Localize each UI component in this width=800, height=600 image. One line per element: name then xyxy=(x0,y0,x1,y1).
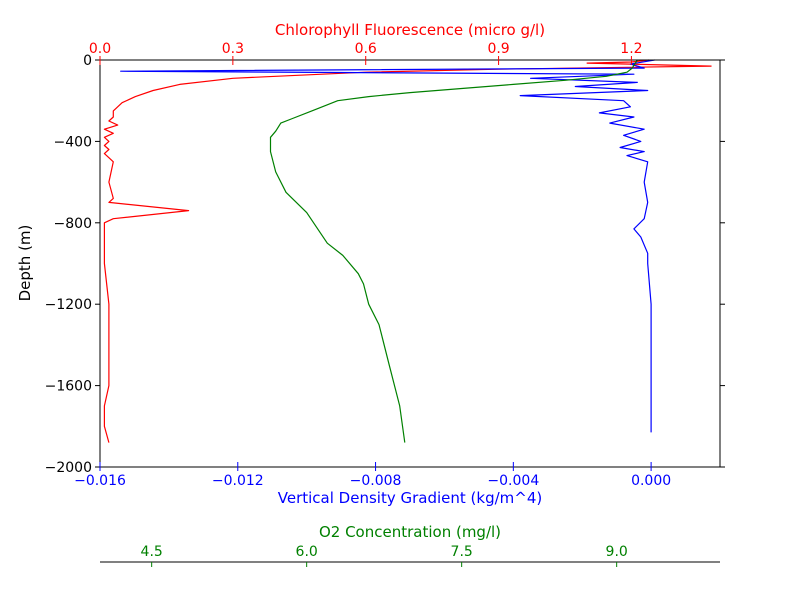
y-axis-label: Depth (m) xyxy=(16,225,34,302)
plot-lines xyxy=(103,59,712,443)
y-tick-label: −1200 xyxy=(45,297,92,313)
chlorophyll-axis-ticks: 0.0 0.3 0.6 0.9 1.2 xyxy=(89,41,643,65)
density-tick-label: −0.008 xyxy=(350,473,402,489)
chlorophyll-tick-label: 0.3 xyxy=(222,41,244,57)
density-tick-label: −0.016 xyxy=(74,473,126,489)
density-series-line xyxy=(120,59,655,433)
y-tick-label: −800 xyxy=(54,216,92,232)
chlorophyll-axis-label: Chlorophyll Fluorescence (micro g/l) xyxy=(275,21,545,39)
chlorophyll-series-line xyxy=(103,59,712,443)
density-axis-ticks: −0.016 −0.012 −0.008 −0.004 0.000 xyxy=(74,462,671,489)
plot-frame xyxy=(99,59,721,468)
density-tick-label: −0.004 xyxy=(487,473,539,489)
oxygen-tick-label: 9.0 xyxy=(606,544,628,560)
density-axis-label: Vertical Density Gradient (kg/m^4) xyxy=(278,489,542,507)
oxygen-series-line xyxy=(269,59,638,443)
oxygen-tick-label: 6.0 xyxy=(296,544,318,560)
oxygen-tick-label: 4.5 xyxy=(141,544,163,560)
chlorophyll-tick-label: 0.9 xyxy=(487,41,509,57)
y-tick-label: −1600 xyxy=(45,379,92,395)
y-tick-label: −2000 xyxy=(45,460,92,476)
oxygen-axis-ticks: 4.5 6.0 7.5 9.0 xyxy=(141,544,628,567)
y-tick-label: 0 xyxy=(83,53,92,69)
chlorophyll-tick-label: 1.2 xyxy=(620,41,642,57)
oxygen-axis-label: O2 Concentration (mg/l) xyxy=(319,523,501,541)
y-axis-ticks: 0 −400 −800 −1200 −1600 −2000 xyxy=(45,53,725,476)
density-tick-label: 0.000 xyxy=(631,473,671,489)
chlorophyll-tick-label: 0.0 xyxy=(89,41,111,57)
chlorophyll-tick-label: 0.6 xyxy=(355,41,377,57)
density-tick-label: −0.012 xyxy=(212,473,264,489)
oxygen-tick-label: 7.5 xyxy=(451,544,473,560)
y-tick-label: −400 xyxy=(54,134,92,150)
